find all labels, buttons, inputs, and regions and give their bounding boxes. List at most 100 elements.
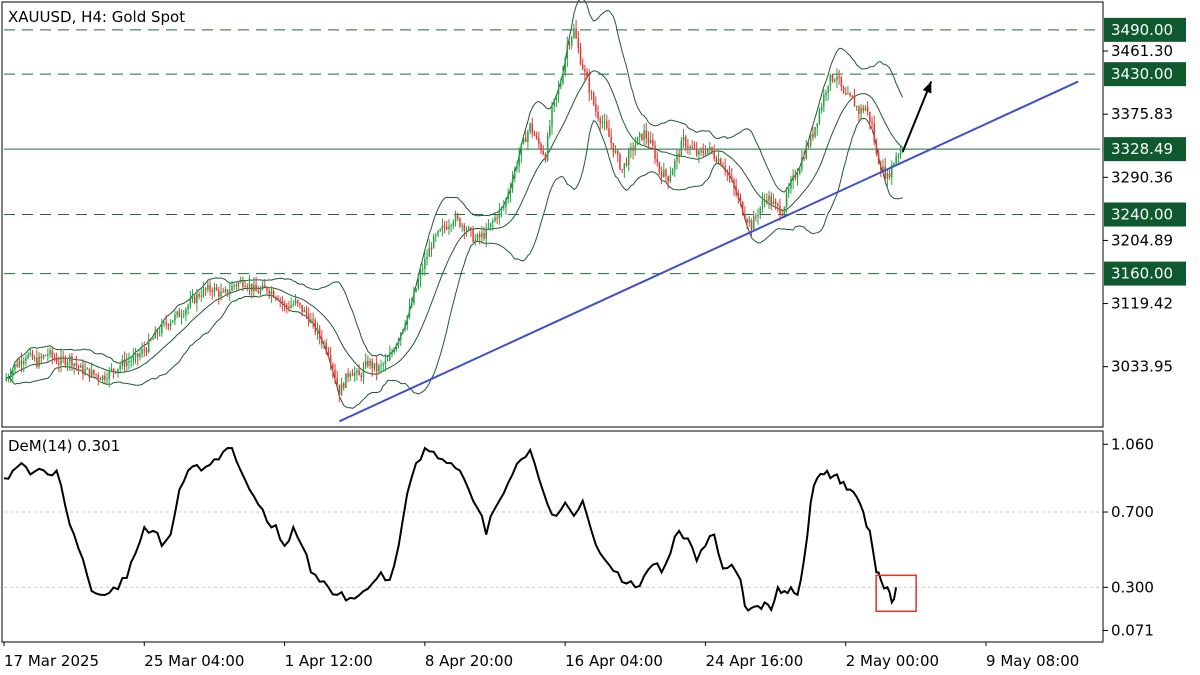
candle-body	[402, 329, 404, 333]
candle-body	[463, 225, 466, 231]
candle-body	[693, 148, 696, 150]
candle-body	[533, 132, 536, 136]
candle-body	[222, 291, 224, 293]
candle-body	[803, 157, 805, 159]
candle-body	[53, 356, 56, 360]
candle-body	[121, 359, 124, 366]
candle-body	[814, 127, 816, 137]
candle-body	[207, 285, 209, 290]
candle-body	[509, 189, 512, 195]
candle-body	[465, 230, 468, 232]
candle-body	[840, 76, 843, 87]
candle-body	[862, 107, 865, 111]
candle-body	[761, 200, 764, 208]
candle-body	[305, 309, 308, 315]
candle-body	[505, 199, 507, 208]
candle-body	[748, 220, 751, 223]
chart-title: XAUUSD, H4: Gold Spot	[8, 8, 185, 26]
candle-body	[700, 150, 702, 152]
candle-body	[64, 358, 67, 365]
candle-body	[77, 365, 80, 368]
candle-body	[60, 356, 62, 365]
level-tags-layer: 3490.00 3430.00 3328.49 3240.00 3160.00	[1104, 17, 1186, 286]
candle-body	[12, 369, 14, 377]
candle-body	[268, 290, 270, 295]
candle-body	[715, 158, 718, 163]
candle-body	[750, 220, 753, 230]
candle-body	[838, 76, 840, 78]
candle-body	[198, 294, 200, 297]
candle-body	[518, 155, 520, 167]
candle-body	[123, 359, 126, 367]
candle-body	[202, 288, 205, 296]
candle-body	[152, 338, 154, 340]
candle-body	[880, 164, 882, 171]
candle-body	[314, 320, 317, 332]
candle-body	[97, 374, 100, 379]
forecast-arrow-shaft	[901, 81, 933, 153]
dem-tick-label: 1.060	[1111, 435, 1154, 453]
candle-body	[193, 296, 196, 303]
candle-body	[312, 319, 314, 321]
candle-body	[470, 227, 472, 230]
candle-body	[358, 370, 360, 376]
candle-body	[161, 324, 163, 334]
candle-body	[340, 383, 343, 396]
candle-body	[441, 225, 444, 230]
level-tag-label: 3160.00	[1111, 265, 1173, 283]
candle-body	[104, 375, 106, 380]
candle-body	[516, 166, 518, 169]
candle-body	[476, 234, 479, 240]
candle-body	[612, 142, 615, 153]
candle-body	[345, 373, 347, 388]
candle-body	[890, 164, 893, 178]
candle-body	[218, 290, 220, 297]
candle-body	[224, 289, 227, 292]
candle-body	[406, 315, 409, 326]
candle-body	[373, 363, 376, 369]
level-tag-label: 3490.00	[1111, 21, 1173, 39]
candle-body	[191, 296, 194, 300]
candle-body	[698, 151, 700, 155]
candle-body	[55, 359, 58, 364]
level-tag-label: 3328.49	[1111, 140, 1173, 158]
candle-body	[367, 361, 369, 366]
candle-body	[638, 133, 641, 138]
candle-body	[303, 309, 306, 313]
candle-body	[599, 118, 601, 124]
candle-body	[560, 83, 562, 88]
candle-body	[658, 162, 661, 172]
trendline	[338, 80, 1079, 423]
candle-body	[40, 356, 43, 358]
candle-body	[882, 166, 884, 171]
candle-body	[801, 157, 803, 169]
candle-body	[527, 131, 529, 142]
candle-body	[847, 93, 849, 95]
candle-body	[82, 365, 84, 374]
bollinger-lower-band	[6, 117, 903, 409]
candle-body	[446, 227, 448, 230]
candle-body	[606, 121, 608, 129]
candle-body	[397, 339, 400, 345]
candle-body	[573, 28, 575, 38]
candle-body	[101, 375, 104, 381]
candle-body	[47, 354, 49, 356]
candle-body	[487, 227, 490, 229]
candle-body	[182, 314, 185, 316]
candle-body	[413, 291, 415, 304]
candle-body	[836, 76, 838, 80]
candle-body	[93, 369, 95, 375]
candle-body	[66, 362, 69, 365]
candle-body	[489, 222, 492, 228]
level-tag-label: 3430.00	[1111, 65, 1173, 83]
candle-body	[448, 226, 450, 230]
candle-body	[292, 303, 295, 306]
price-tick-label: 3375.83	[1111, 105, 1173, 123]
candle-body	[772, 201, 775, 205]
candle-body	[264, 285, 266, 288]
candle-body	[630, 147, 632, 151]
candle-body	[31, 352, 34, 359]
candle-body	[796, 174, 799, 179]
candle-body	[296, 300, 299, 303]
candle-body	[119, 365, 121, 369]
